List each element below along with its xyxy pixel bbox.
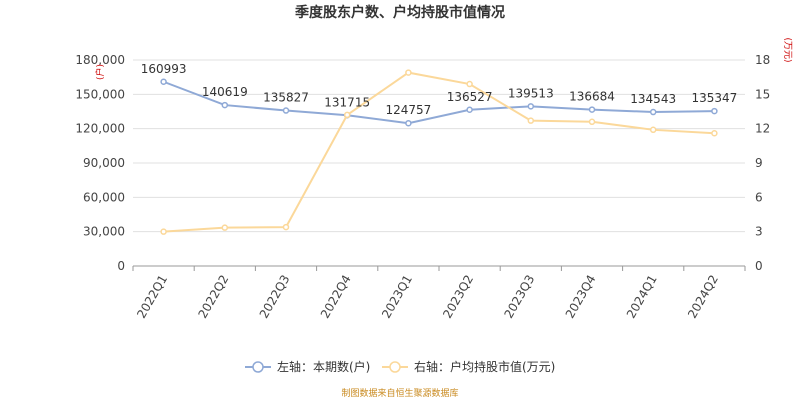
data-labels: 160993 140619 135827 131715 124757 136527 1395… [141,62,738,117]
data-point [405,69,412,76]
data-label: 139513 [508,86,554,100]
right-axis-tick-label: 18 [755,53,770,67]
data-point [711,129,718,137]
data-point [282,107,290,114]
x-axis-tick-label: 2022Q1 [134,273,170,321]
right-axis-unit-label: (万元) [782,37,792,62]
data-label: 134543 [630,92,676,106]
data-point [649,108,657,116]
data-point [160,228,167,235]
left-axis-tick-label: 90,000 [83,156,125,170]
data-point [282,223,290,231]
data-label: 135347 [691,91,737,105]
data-label: 136527 [447,90,493,104]
right-axis-tick-label: 3 [755,225,763,239]
data-point [588,118,596,126]
x-axis-tick-label: 2023Q1 [379,273,415,321]
axes: 0 30,000 60,000 90,000 120,000 150,000 180,000… [75,37,792,320]
legend-item-label: 左轴：本期数(户) [277,359,370,374]
left-axis-tick-label: 180,000 [75,53,125,67]
x-axis-tick-label: 2022Q4 [318,273,354,321]
x-axis-tick-label: 2022Q3 [257,273,293,321]
legend-item-label: 右轴：户均持股市值(万元) [414,359,555,374]
grid-lines [133,59,745,267]
data-label: 135827 [263,91,309,105]
data-label: 160993 [141,62,187,76]
left-axis-unit-label: (户) [94,64,106,80]
x-axis-tick-label: 2024Q1 [624,273,660,321]
x-axis-tick-label: 2024Q2 [685,273,721,321]
source-note: 制图数据来自恒生聚源数据库 [341,387,458,399]
right-axis-tick-label: 0 [755,259,763,273]
x-axis-tick-label: 2023Q4 [563,273,599,321]
data-point [588,106,596,113]
data-point [466,80,473,88]
right-axis-tick-label: 12 [755,122,770,136]
data-point [711,107,718,115]
series-group [160,69,718,235]
left-axis-tick-label: 120,000 [75,122,125,136]
data-point [649,126,657,134]
data-point [160,78,167,86]
series-line-holders [163,80,715,125]
data-label: 140619 [202,85,248,99]
data-point [527,103,535,110]
right-axis-tick-label: 6 [755,190,763,204]
data-label: 136684 [569,90,615,104]
legend-swatch-marker [389,361,401,373]
data-label: 131715 [324,95,370,109]
right-axis-tick-label: 15 [755,87,770,101]
legend-swatch-marker [252,361,264,373]
x-axis-tick-label: 2022Q2 [195,273,231,321]
right-axis-tick-label: 9 [755,156,763,170]
data-point [221,224,229,231]
data-label: 124757 [385,103,431,117]
x-axis-tick-label: 2023Q3 [501,273,537,321]
left-axis-tick-label: 150,000 [75,87,125,101]
data-point [527,117,535,124]
legend[interactable]: 左轴：本期数(户) 右轴：户均持股市值(万元) [245,359,555,374]
chart-title: 季度股东户数、户均持股市值情况 [294,4,505,21]
left-axis-tick-label: 30,000 [83,225,125,239]
left-axis-tick-label: 60,000 [83,190,125,204]
data-point [405,119,412,127]
data-point [343,111,351,119]
data-point [221,101,229,109]
x-axis-tick-label: 2023Q2 [440,273,476,321]
left-axis-tick-label: 0 [117,259,125,273]
data-point [466,106,473,114]
series-line-avg-value [163,71,715,233]
